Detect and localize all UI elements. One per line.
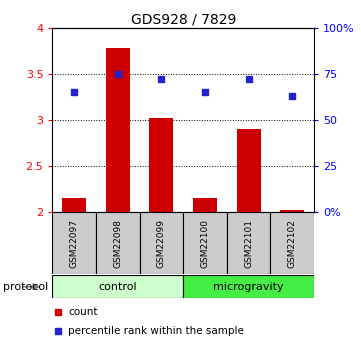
Bar [227,212,270,274]
Text: control: control [99,282,137,292]
Bar [270,212,314,274]
Text: protocol: protocol [4,282,49,292]
Text: GSM22099: GSM22099 [157,219,166,268]
Text: GSM22098: GSM22098 [113,219,122,268]
Text: GSM22101: GSM22101 [244,219,253,268]
Bar [62,198,86,212]
Bar [140,212,183,274]
Bar [193,198,217,212]
Bar [183,275,314,298]
Bar [96,212,140,274]
Bar [52,212,96,274]
Bar [149,118,173,212]
Bar [183,212,227,274]
Text: percentile rank within the sample: percentile rank within the sample [68,326,244,336]
Bar [52,275,183,298]
Bar [106,48,130,212]
Text: GSM22100: GSM22100 [200,219,209,268]
Text: count: count [68,307,97,317]
Text: GSM22102: GSM22102 [288,219,297,268]
Bar [237,129,261,212]
Title: GDS928 / 7829: GDS928 / 7829 [131,12,236,27]
Text: microgravity: microgravity [213,282,284,292]
Text: GSM22097: GSM22097 [70,219,79,268]
Bar [280,210,304,212]
